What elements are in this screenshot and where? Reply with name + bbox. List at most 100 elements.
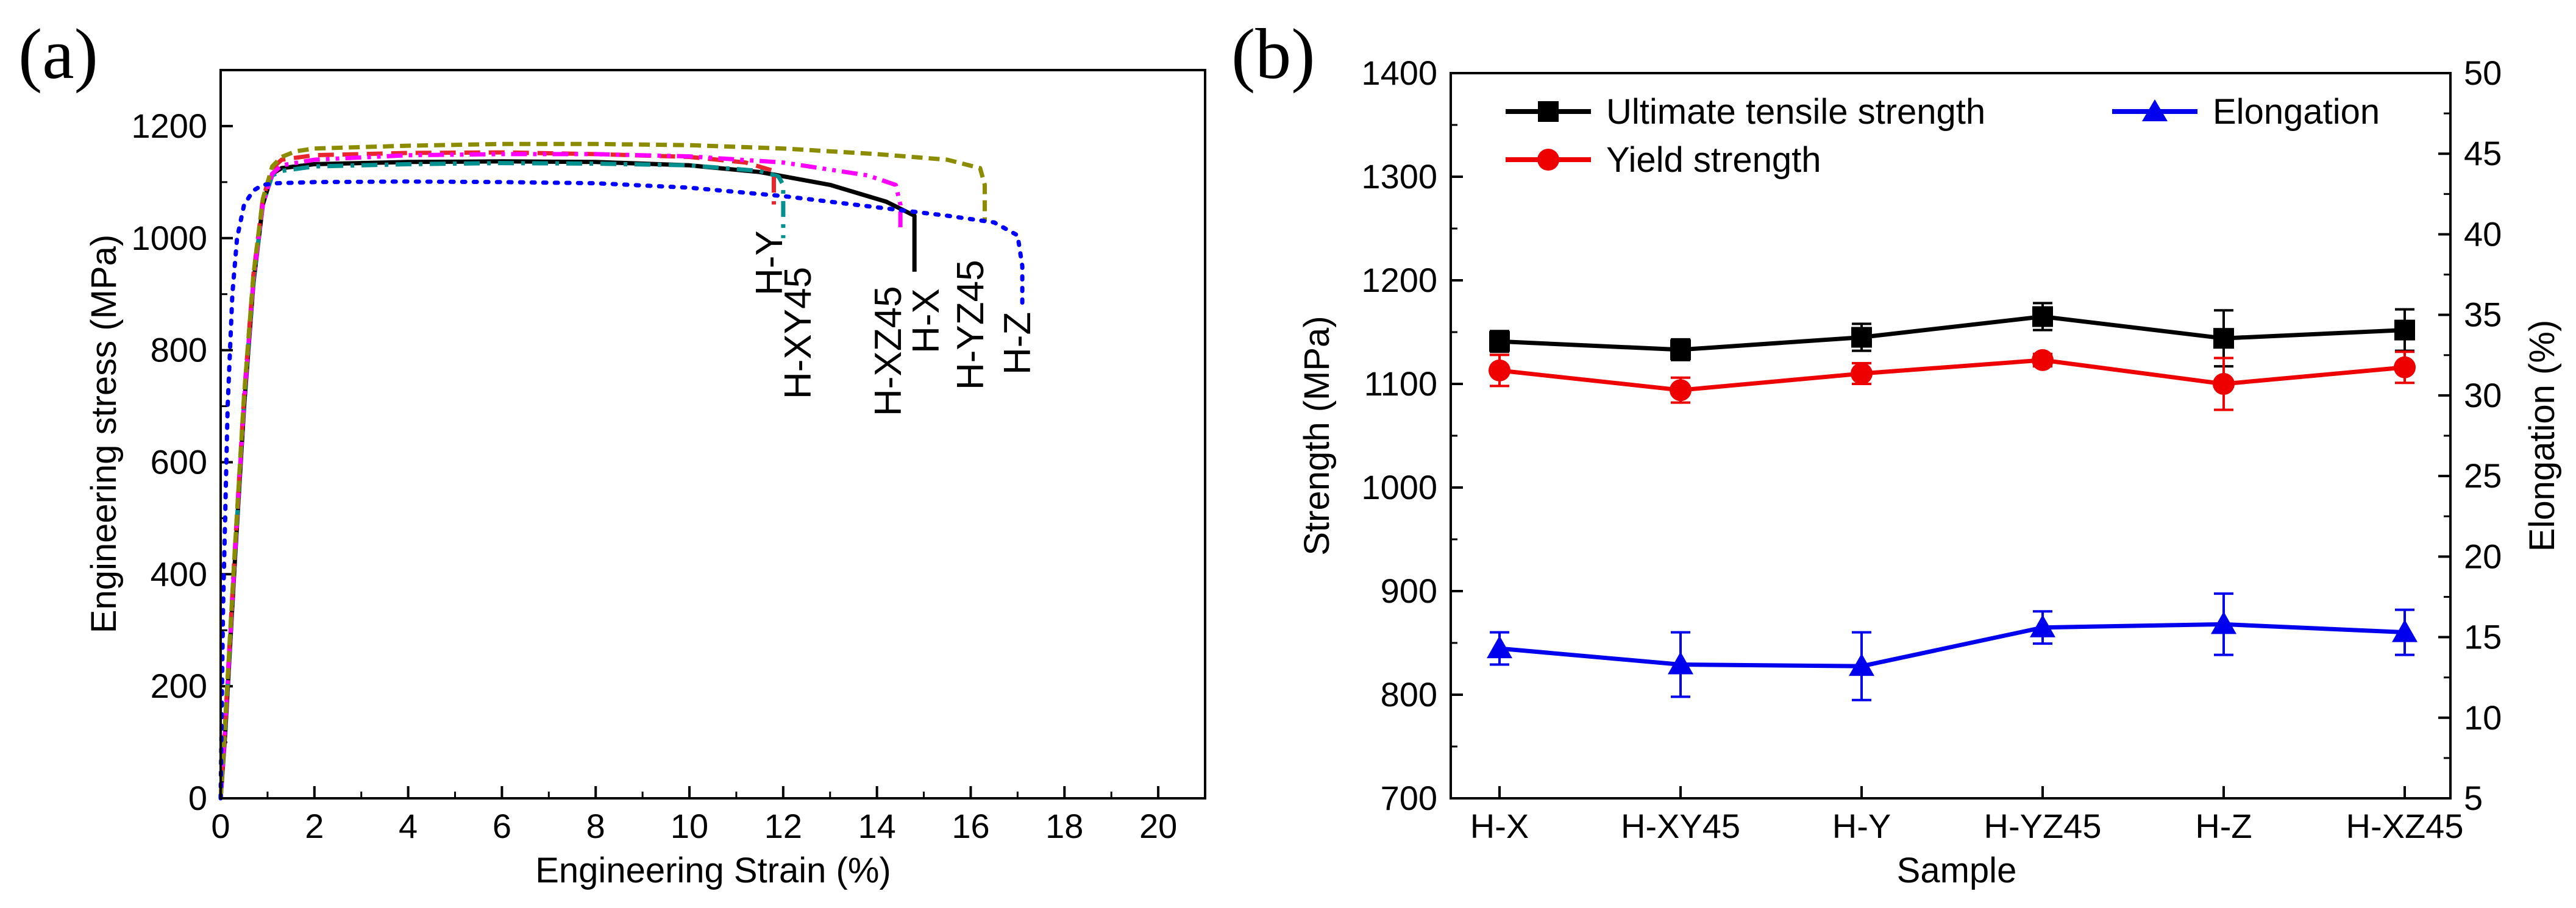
- y2-tick-label: 10: [2464, 698, 2502, 737]
- data-point-circle: [2213, 373, 2235, 395]
- panel-a-x-axis-title: Engineering Strain (%): [535, 851, 891, 890]
- legend-uts-marker: [1538, 101, 1559, 122]
- y-tick-label: 1100: [1364, 364, 1437, 403]
- panel-b-series: [1487, 302, 2418, 701]
- curve-h-z: [218, 179, 1025, 801]
- curve-h-x: [218, 159, 917, 799]
- y-tick-label: 0: [188, 779, 207, 817]
- panel-a-curves: [218, 141, 1025, 801]
- panel-b-legend: Ultimate tensile strength Yield strength…: [1506, 92, 2380, 180]
- y2-tick-label: 50: [2464, 54, 2502, 92]
- data-point-square: [2213, 328, 2234, 349]
- panel-a-y-axis-title: Engineering stress (MPa): [84, 235, 124, 633]
- annotation-h-xy45: H-XY45: [777, 267, 819, 399]
- panel-b-strength-chart: (b) H-X H-XY45 H-Y H-YZ45 H-Z H-XZ45 700 800 900…: [1231, 14, 2562, 890]
- x-tick-label: 6: [493, 807, 511, 845]
- y-tick-label: 800: [1381, 675, 1437, 714]
- data-point-square: [1670, 339, 1691, 360]
- x-tick-label: 20: [1139, 807, 1177, 845]
- series-line: [1499, 314, 2405, 352]
- data-point-triangle: [1487, 636, 1512, 659]
- y-tick-label: 1000: [131, 219, 207, 257]
- data-point-circle: [1851, 363, 1873, 385]
- y-tick-label: 400: [151, 555, 207, 593]
- legend-ys-label: Yield strength: [1606, 140, 1821, 180]
- series-ultimate-tensile-strength: [1489, 302, 2415, 368]
- data-point-triangle: [2211, 611, 2236, 634]
- panel-b-axis-ticks: H-X H-XY45 H-Y H-YZ45 H-Z H-XZ45 700 800 900 1000…: [1361, 54, 2502, 845]
- category-label: H-XY45: [1621, 807, 1740, 845]
- legend-elong-marker: [2142, 99, 2168, 121]
- category-label: H-X: [1470, 807, 1529, 845]
- x-tick-label: 18: [1045, 807, 1083, 845]
- y-tick-label: 1300: [1361, 157, 1437, 196]
- y2-tick-label: 5: [2464, 779, 2483, 817]
- legend-elong-label: Elongation: [2213, 92, 2380, 132]
- y2-tick-label: 30: [2464, 376, 2502, 414]
- panel-b-x-axis-title: Sample: [1897, 851, 2017, 890]
- annotation-h-y: H-Y: [749, 230, 791, 296]
- panel-a-stress-strain-chart: (a) 0 2 4 6 8 10 12 14 16 18 200200400600800100012…: [18, 14, 1206, 890]
- y-tick-label: 700: [1381, 779, 1437, 817]
- data-point-square: [2394, 319, 2415, 341]
- data-point-square: [2032, 306, 2053, 327]
- x-tick-label: 16: [952, 807, 989, 845]
- panel-b-y-axis-title: Strength (MPa): [1297, 316, 1337, 555]
- category-label: H-Y: [1832, 807, 1891, 845]
- series-elongation: [1487, 592, 2418, 701]
- data-point-triangle: [2392, 619, 2418, 642]
- x-tick-label: 2: [305, 807, 324, 845]
- panel-b-plot-frame: [1450, 72, 2452, 800]
- y2-tick-label: 25: [2464, 456, 2502, 495]
- panel-a-label: (a): [18, 14, 98, 94]
- x-tick-label: 0: [211, 807, 230, 845]
- category-label: H-Z: [2195, 807, 2252, 845]
- y2-tick-label: 35: [2464, 296, 2502, 334]
- y-tick-label: 800: [151, 331, 207, 369]
- series-yield-strength: [1489, 349, 2416, 411]
- data-point-circle: [1489, 359, 1510, 381]
- category-label: H-XZ45: [2346, 807, 2464, 845]
- y-tick-label: 600: [151, 442, 207, 481]
- data-point-square: [1851, 327, 1872, 348]
- y-tick-label: 1200: [131, 107, 207, 145]
- y2-tick-label: 20: [2464, 537, 2502, 575]
- y-tick-label: 1200: [1361, 261, 1437, 299]
- panel-b-y2-axis-title: Elongation (%): [2522, 320, 2562, 552]
- panel-a-plot-frame: [219, 69, 1206, 800]
- y-tick-label: 900: [1381, 572, 1437, 610]
- series-line: [1499, 358, 2405, 392]
- data-point-circle: [2032, 349, 2054, 371]
- annotation-h-z: H-Z: [997, 312, 1039, 375]
- data-point-circle: [2394, 356, 2416, 378]
- curve-h-y: [218, 150, 776, 799]
- curve-h-xz45: [218, 152, 903, 799]
- x-tick-label: 14: [858, 807, 896, 845]
- data-point-triangle: [2030, 614, 2055, 637]
- curve-h-yz45: [218, 141, 987, 799]
- curve-h-xy45: [218, 161, 786, 799]
- legend-ys-marker: [1537, 149, 1559, 171]
- y-tick-label: 200: [151, 667, 207, 705]
- y-tick-label: 1000: [1361, 468, 1437, 506]
- data-point-triangle: [1668, 651, 1693, 675]
- panel-b-label: (b): [1231, 14, 1315, 94]
- x-tick-label: 12: [764, 807, 802, 845]
- data-point-circle: [1670, 379, 1692, 402]
- data-point-triangle: [1849, 653, 1874, 676]
- category-label: H-YZ45: [1984, 807, 2102, 845]
- y2-tick-label: 45: [2464, 134, 2502, 172]
- x-tick-label: 8: [586, 807, 605, 845]
- x-tick-label: 10: [671, 807, 708, 845]
- x-tick-label: 4: [399, 807, 418, 845]
- annotation-h-x: H-X: [905, 288, 947, 353]
- annotation-h-xz45: H-XZ45: [867, 286, 909, 416]
- y2-tick-label: 15: [2464, 618, 2502, 656]
- annotation-h-yz45: H-YZ45: [950, 260, 992, 390]
- legend-uts-label: Ultimate tensile strength: [1606, 92, 1985, 132]
- data-point-square: [1489, 331, 1510, 352]
- y-tick-label: 1400: [1361, 54, 1437, 92]
- series-line: [1499, 622, 2405, 669]
